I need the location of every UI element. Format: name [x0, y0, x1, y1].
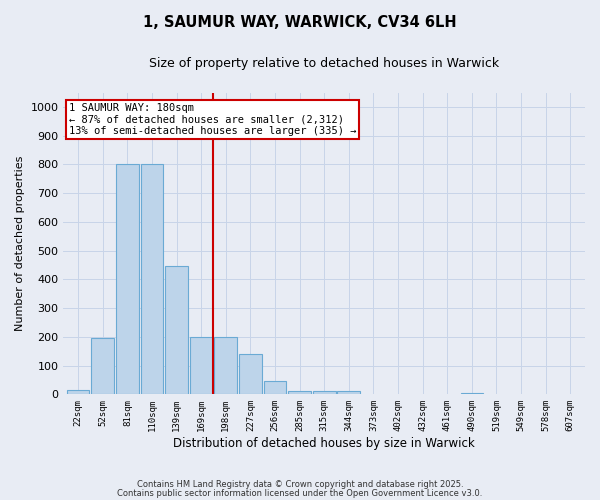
- Bar: [140, 164, 163, 394]
- Bar: [461, 393, 483, 394]
- Text: 1, SAUMUR WAY, WARWICK, CV34 6LH: 1, SAUMUR WAY, WARWICK, CV34 6LH: [143, 15, 457, 30]
- Bar: [288, 390, 311, 394]
- X-axis label: Distribution of detached houses by size in Warwick: Distribution of detached houses by size …: [173, 437, 475, 450]
- Bar: [313, 392, 335, 394]
- Text: Contains public sector information licensed under the Open Government Licence v3: Contains public sector information licen…: [118, 488, 482, 498]
- Bar: [214, 337, 237, 394]
- Bar: [263, 380, 286, 394]
- Text: 1 SAUMUR WAY: 180sqm
← 87% of detached houses are smaller (2,312)
13% of semi-de: 1 SAUMUR WAY: 180sqm ← 87% of detached h…: [68, 103, 356, 136]
- Title: Size of property relative to detached houses in Warwick: Size of property relative to detached ho…: [149, 58, 499, 70]
- Bar: [239, 354, 262, 395]
- Y-axis label: Number of detached properties: Number of detached properties: [15, 156, 25, 331]
- Bar: [116, 164, 139, 394]
- Bar: [190, 337, 212, 394]
- Text: Contains HM Land Registry data © Crown copyright and database right 2025.: Contains HM Land Registry data © Crown c…: [137, 480, 463, 489]
- Bar: [67, 390, 89, 394]
- Bar: [165, 266, 188, 394]
- Bar: [91, 338, 114, 394]
- Bar: [337, 392, 360, 394]
